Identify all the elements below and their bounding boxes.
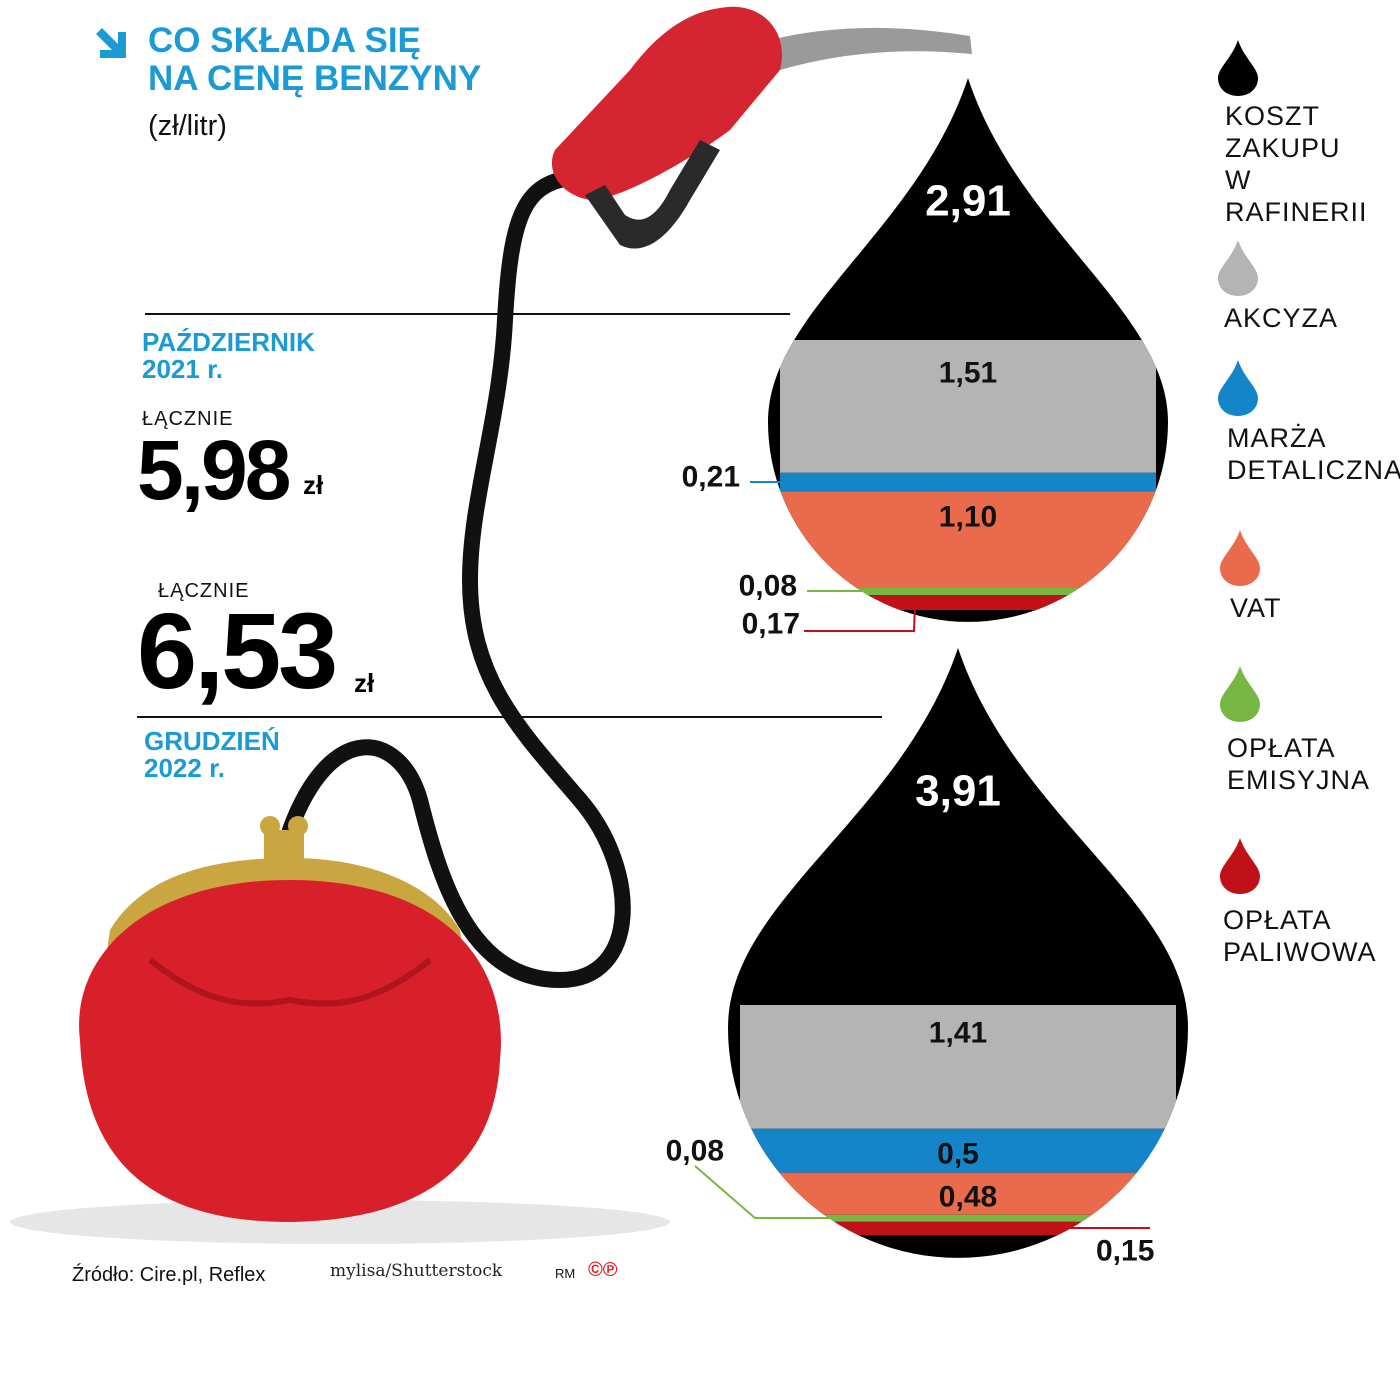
period-line-2022 bbox=[137, 716, 882, 718]
period-name-2022: GRUDZIEŃ 2022 r. bbox=[144, 726, 280, 783]
nozzle-spout bbox=[770, 27, 972, 70]
total-value-2022: 6,53 bbox=[137, 590, 338, 711]
legend-drop-icon bbox=[1218, 240, 1258, 296]
bar-segment bbox=[740, 1128, 1176, 1173]
nozzle-trigger bbox=[585, 140, 720, 249]
leader-line bbox=[804, 603, 916, 632]
legend-label: OPŁATA PALIWOWA bbox=[1223, 905, 1377, 967]
data-label: 0,17 bbox=[742, 608, 800, 641]
legend-drop-icon bbox=[1220, 838, 1260, 894]
total-value-2021: 5,98 bbox=[137, 423, 291, 517]
legend-label: MARŻA DETALICZNA bbox=[1227, 423, 1400, 485]
data-label: 1,51 bbox=[939, 357, 997, 390]
bar-segment bbox=[780, 340, 1156, 473]
data-label: 0,48 bbox=[939, 1181, 997, 1214]
arrow-down-right-icon bbox=[96, 28, 126, 58]
data-label: 3,91 bbox=[915, 766, 1001, 815]
rm-mark: RM bbox=[555, 1266, 576, 1281]
legend: KOSZT ZAKUPU W RAFINERII AKCYZA MARŻA DE… bbox=[1200, 30, 1400, 980]
copyright-icon: ©℗ bbox=[588, 1259, 618, 1281]
data-label: 0,08 bbox=[739, 570, 797, 603]
bar-segment bbox=[780, 491, 1156, 589]
unit-label: (zł/litr) bbox=[148, 110, 227, 142]
period-line-2021 bbox=[145, 313, 790, 315]
currency-2021: zł bbox=[303, 470, 324, 500]
fuel-hose bbox=[282, 172, 631, 989]
nozzle-body bbox=[551, 6, 782, 201]
total-label-2021: ŁĄCZNIE bbox=[142, 408, 234, 430]
legend-drop-icon bbox=[1218, 360, 1258, 416]
chart-title: CO SKŁADA SIĘ NA CENĘ BENZYNY bbox=[148, 21, 482, 98]
legend-label: AKCYZA bbox=[1224, 303, 1339, 333]
data-label: 0,21 bbox=[682, 461, 740, 494]
bar-segment bbox=[780, 472, 1156, 492]
legend-label: OPŁATA EMISYJNA bbox=[1227, 733, 1371, 795]
bar-segment bbox=[780, 595, 1156, 610]
leader-line bbox=[694, 1165, 1040, 1219]
source-note: Źródło: Cire.pl, Reflex bbox=[72, 1264, 266, 1286]
purse-shadow bbox=[10, 1200, 670, 1244]
data-label: 0,15 bbox=[1096, 1235, 1154, 1268]
bar-segment bbox=[740, 1005, 1176, 1129]
legend-label: VAT bbox=[1230, 593, 1282, 623]
legend-drop-icon bbox=[1220, 666, 1260, 722]
period-name-2021: PAŹDZIERNIK 2021 r. bbox=[142, 327, 315, 384]
legend-drop-icon bbox=[1220, 530, 1260, 586]
legend-drop-icon bbox=[1218, 40, 1258, 96]
data-label: 2,91 bbox=[925, 176, 1011, 225]
data-label: 0,08 bbox=[666, 1135, 724, 1168]
photo-credit: mylisa/Shutterstock bbox=[330, 1261, 503, 1281]
legend-label: KOSZT ZAKUPU W RAFINERII bbox=[1225, 101, 1368, 227]
purse bbox=[79, 816, 501, 1222]
data-label: 1,41 bbox=[929, 1017, 987, 1050]
data-label: 1,10 bbox=[939, 501, 997, 534]
currency-2022: zł bbox=[354, 668, 375, 698]
total-label-2022: ŁĄCZNIE bbox=[158, 580, 250, 602]
data-label: 0,5 bbox=[937, 1138, 979, 1171]
